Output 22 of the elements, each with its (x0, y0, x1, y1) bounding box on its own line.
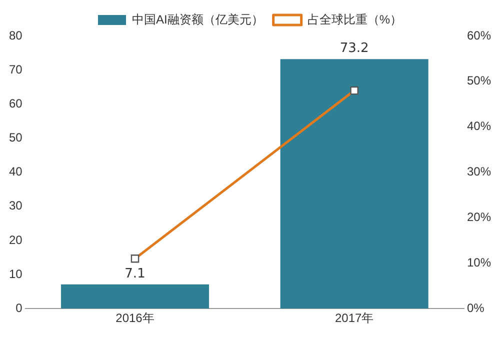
data-label: 7.1 (124, 266, 146, 282)
y-tick-label: 70 (8, 62, 23, 76)
x-tick-label: 2016年 (116, 311, 154, 326)
data-label: 73.2 (340, 41, 369, 56)
y-tick-label: 50 (8, 130, 23, 145)
y-tick-label: 60 (8, 96, 23, 110)
y-tick-label: 30 (8, 198, 23, 213)
legend-label: 中国AI融资额（亿美元） (132, 12, 264, 26)
y-tick-label: 40 (8, 164, 23, 179)
y2-tick-label: 10% (466, 255, 492, 270)
x-tick-label: 2017年 (334, 311, 374, 326)
y-tick-label: 80 (8, 28, 23, 42)
y2-tick-label: 50% (466, 74, 492, 88)
y-tick-label: 0 (16, 300, 23, 315)
y2-tick-label: 30% (466, 164, 492, 179)
y2-tick-label: 60% (466, 28, 492, 42)
y2-tick-label: 20% (466, 210, 492, 224)
y2-tick-label: 40% (466, 119, 492, 134)
y-tick-label: 10 (8, 266, 23, 281)
y-tick-label: 20 (8, 232, 23, 247)
y2-tick-label: 0% (466, 300, 485, 315)
legend-label: 占全球比重（%） (307, 12, 402, 26)
